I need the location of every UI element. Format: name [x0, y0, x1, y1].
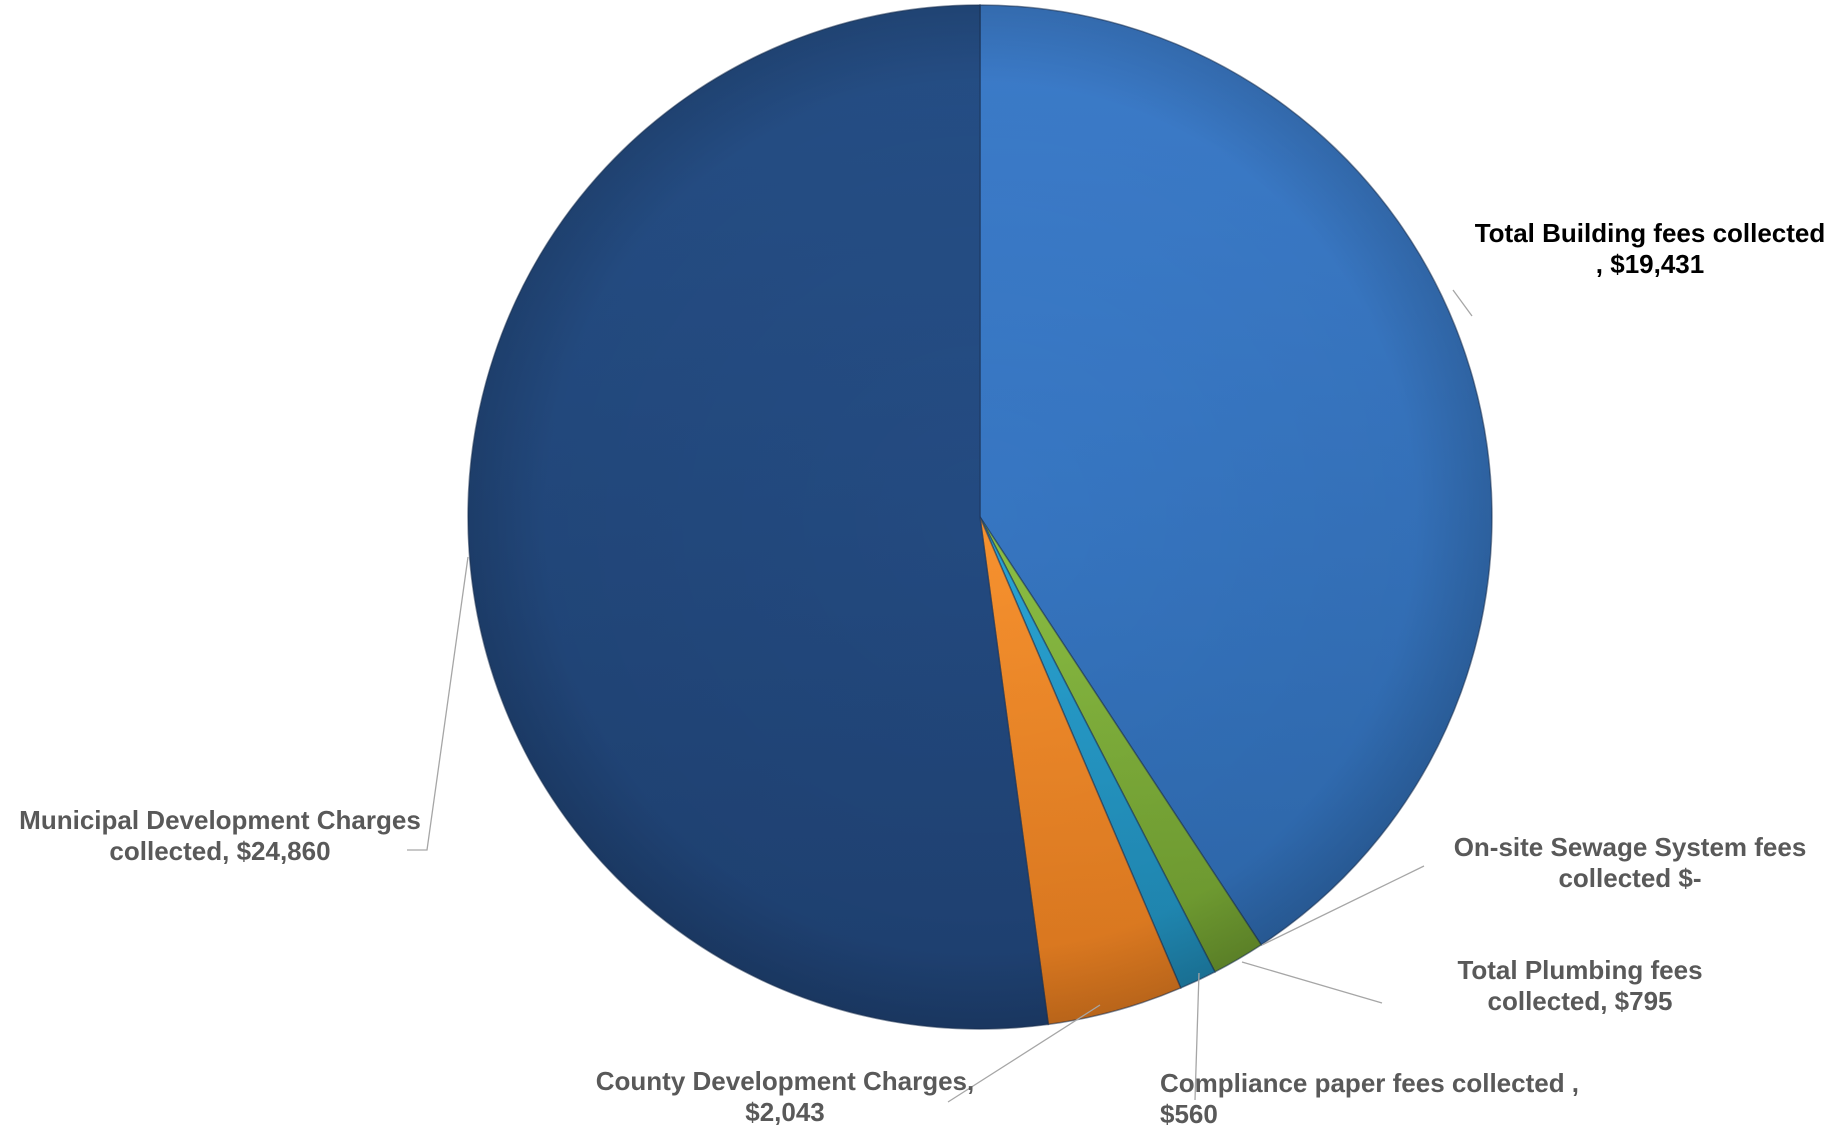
- data-label-line: , $19,431: [1595, 249, 1705, 279]
- data-label-sewage: On-site Sewage System fees collected $-: [1440, 832, 1820, 894]
- leader-line-county: [947, 1004, 1101, 1103]
- leader-line-municipal: [407, 556, 469, 851]
- data-label-line: collected $-: [1558, 863, 1702, 893]
- leader-line-compliance: [1194, 972, 1200, 1101]
- data-label-line: Municipal Development Charges: [19, 805, 421, 835]
- data-label-line: $2,043: [745, 1097, 825, 1127]
- pie-slice-municipal: [467, 4, 1050, 1030]
- data-label-municipal: Municipal Development Charges collected, …: [0, 805, 440, 867]
- data-label-line: collected, $795: [1487, 986, 1673, 1016]
- data-label-line: Compliance paper fees collected ,: [1160, 1068, 1580, 1098]
- data-label-line: Total Building fees collected: [1474, 218, 1826, 248]
- data-label-compliance: Compliance paper fees collected , $560: [1160, 1068, 1620, 1130]
- data-label-line: County Development Charges,: [595, 1066, 975, 1096]
- data-label-county: County Development Charges, $2,043: [565, 1066, 1005, 1128]
- data-label-line: On-site Sewage System fees: [1453, 832, 1807, 862]
- data-label-line: collected, $24,860: [109, 836, 331, 866]
- leader-line-plumbing: [1241, 961, 1383, 1004]
- data-label-building: Total Building fees collected, $19,431: [1460, 218, 1828, 280]
- data-label-line: Total Plumbing fees: [1457, 955, 1703, 985]
- leader-line-building: [1452, 289, 1473, 317]
- leader-line-sewage: [1261, 865, 1425, 946]
- data-label-line: $560: [1160, 1099, 1218, 1129]
- data-label-plumbing: Total Plumbing fees collected, $795: [1410, 955, 1750, 1017]
